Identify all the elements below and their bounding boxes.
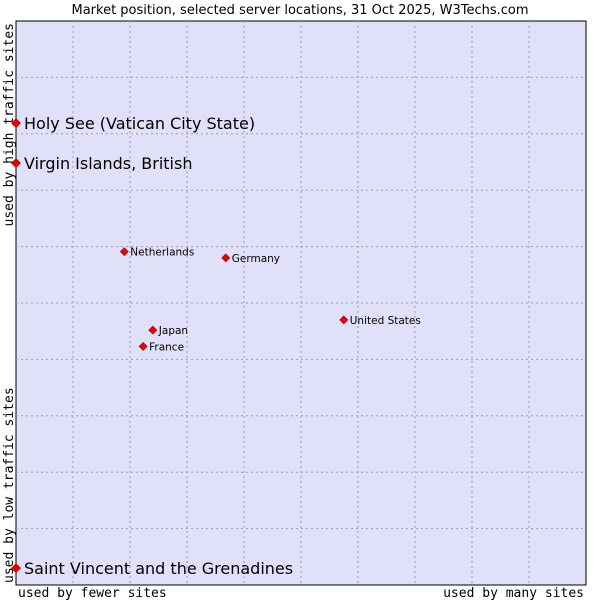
data-point-label: Japan	[158, 325, 188, 337]
data-point-label: Saint Vincent and the Grenadines	[24, 559, 293, 578]
data-point-marker[interactable]	[221, 253, 231, 263]
data-point-marker[interactable]	[11, 563, 21, 574]
data-point-marker[interactable]	[138, 342, 148, 351]
data-point-marker[interactable]	[339, 315, 349, 325]
data-points: Holy See (Vatican City State) Virgin Isla…	[11, 114, 421, 578]
x-axis-label-high: used by many sites	[443, 586, 584, 600]
data-point-label: Germany	[232, 253, 280, 265]
data-point-marker[interactable]	[119, 247, 129, 257]
x-axis-label-low: used by fewer sites	[18, 586, 167, 600]
data-point-label: Netherlands	[130, 247, 194, 259]
y-axis-label-low: used by low traffic sites	[2, 387, 17, 583]
data-point-marker[interactable]	[148, 325, 158, 335]
grid-lines	[16, 21, 586, 585]
data-point-marker[interactable]	[11, 118, 21, 129]
data-point-marker[interactable]	[11, 158, 21, 169]
data-point-label: France	[149, 341, 184, 353]
data-point-label: United States	[350, 315, 421, 327]
data-point-label: Holy See (Vatican City State)	[24, 114, 255, 133]
data-point-label: Virgin Islands, British	[24, 154, 192, 173]
chart-title: Market position, selected server locatio…	[71, 3, 528, 18]
y-axis-label-high: used by high traffic sites	[2, 23, 17, 227]
